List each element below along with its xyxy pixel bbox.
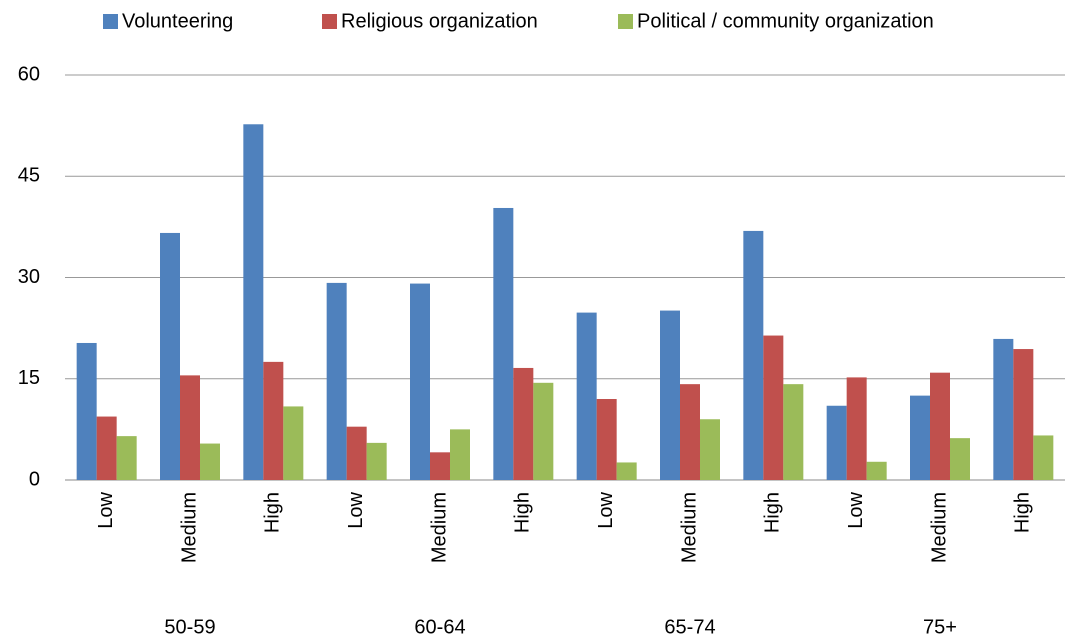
bar bbox=[576, 312, 597, 480]
bar bbox=[763, 335, 784, 480]
bar bbox=[596, 399, 617, 480]
y-tick-label: 60 bbox=[18, 63, 40, 85]
bar bbox=[410, 283, 430, 480]
bar bbox=[116, 436, 137, 480]
x-tick-label: Low bbox=[845, 491, 867, 528]
bar bbox=[160, 232, 180, 480]
x-tick-label: High bbox=[762, 492, 784, 533]
bar bbox=[616, 462, 637, 480]
group-label: 60-64 bbox=[414, 616, 465, 638]
legend-swatch bbox=[103, 14, 118, 29]
bar bbox=[76, 342, 97, 480]
bar bbox=[493, 207, 514, 480]
y-tick-label: 30 bbox=[18, 266, 40, 288]
x-tick-label: High bbox=[262, 492, 284, 533]
bar bbox=[680, 384, 700, 480]
legend-label: Volunteering bbox=[122, 10, 233, 32]
x-tick-label: Low bbox=[345, 491, 367, 528]
x-tick-label: Low bbox=[95, 491, 117, 528]
group-label: 65-74 bbox=[664, 616, 715, 638]
legend-swatch bbox=[322, 14, 337, 29]
bar bbox=[910, 395, 930, 480]
bar bbox=[700, 419, 720, 480]
legend-label: Political / community organization bbox=[637, 10, 934, 32]
bar bbox=[346, 426, 367, 480]
bar bbox=[1033, 435, 1054, 480]
bar bbox=[263, 361, 284, 480]
bar bbox=[930, 372, 950, 480]
bar bbox=[743, 230, 764, 480]
y-tick-label: 0 bbox=[29, 468, 40, 490]
bar bbox=[450, 429, 470, 480]
bar bbox=[513, 367, 534, 480]
bar bbox=[993, 338, 1014, 480]
bar bbox=[96, 416, 117, 480]
bar bbox=[866, 461, 887, 480]
group-label: 50-59 bbox=[164, 616, 215, 638]
y-tick-label: 15 bbox=[18, 367, 40, 389]
bar bbox=[283, 406, 304, 480]
bar bbox=[950, 438, 970, 480]
x-tick-label: High bbox=[512, 492, 534, 533]
x-tick-label: Medium bbox=[928, 492, 950, 563]
bar bbox=[200, 443, 220, 480]
bar bbox=[846, 377, 867, 480]
y-tick-label: 45 bbox=[18, 165, 40, 187]
x-tick-label: Medium bbox=[678, 492, 700, 563]
legend-swatch bbox=[618, 14, 633, 29]
group-label: 75+ bbox=[923, 616, 957, 638]
bar bbox=[180, 375, 200, 480]
bar bbox=[366, 442, 387, 480]
x-tick-label: Low bbox=[595, 491, 617, 528]
bar bbox=[430, 452, 450, 480]
legend-label: Religious organization bbox=[341, 10, 538, 32]
bar bbox=[243, 124, 264, 481]
bar bbox=[660, 310, 680, 480]
bar bbox=[783, 384, 804, 480]
x-tick-label: Medium bbox=[178, 492, 200, 563]
bar bbox=[1013, 349, 1034, 480]
x-tick-label: High bbox=[1012, 492, 1034, 533]
bar bbox=[826, 405, 847, 480]
x-tick-label: Medium bbox=[428, 492, 450, 563]
bar bbox=[326, 282, 347, 480]
bar bbox=[533, 382, 554, 480]
